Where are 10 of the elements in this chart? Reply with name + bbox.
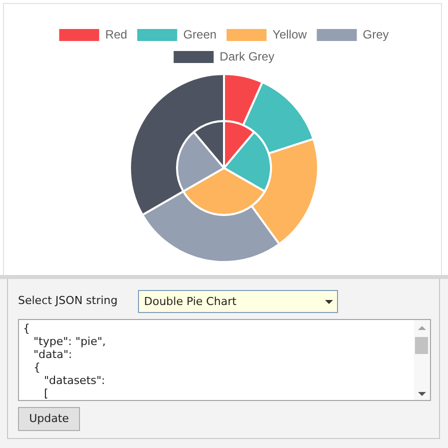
legend-label: Grey: [362, 27, 389, 42]
dropdown-field[interactable]: Double Pie Chart: [138, 290, 338, 313]
scrollbar[interactable]: [414, 320, 430, 400]
legend-label: Yellow: [272, 27, 308, 42]
text: Select JSON string: [18, 294, 118, 308]
legend-label: Green: [183, 27, 217, 42]
button[interactable]: Update: [18, 407, 80, 431]
text-area[interactable]: { "type": "pie", "data": { "datasets": [: [18, 319, 431, 401]
legend-label: Red: [105, 27, 128, 42]
legend-label: Dark Grey: [220, 49, 274, 64]
